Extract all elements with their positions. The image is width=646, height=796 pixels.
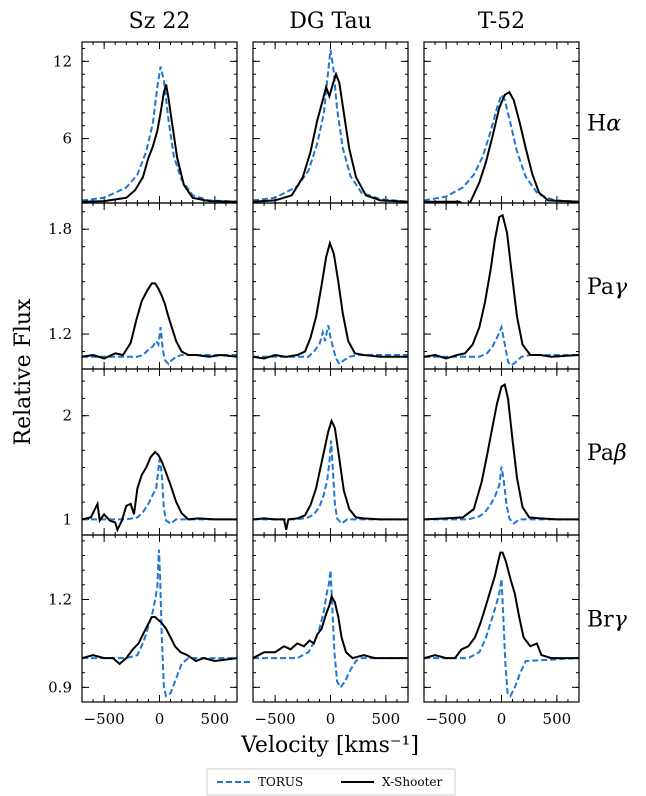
panel-r3-c0: −500 0 500 0.9 1.2: [48, 534, 238, 728]
x-tick-label: 500: [201, 710, 230, 728]
column-title-dg-tau: DG Tau: [289, 9, 371, 34]
torus-series-line: [82, 549, 237, 698]
x-tick-label: 500: [543, 710, 572, 728]
xshooter-series-line: [82, 84, 237, 203]
panel-r1-c2: [423, 202, 580, 370]
panel-frame: [81, 368, 238, 536]
row-label-greek: γ: [614, 275, 628, 300]
torus-series-line: [82, 459, 237, 525]
y-tick-label: 6: [62, 130, 72, 148]
xshooter-series-line: [82, 616, 237, 666]
x-tick-label: −500: [426, 710, 467, 728]
row-label-1: Paγ: [587, 275, 628, 300]
xshooter-series-line: [253, 239, 408, 360]
row-label-prefix: Pa: [587, 275, 614, 300]
xshooter-series-line: [82, 282, 237, 360]
x-tick-label: 0: [326, 710, 336, 728]
legend-xshooter-label: X-Shooter: [382, 775, 442, 789]
x-axis-label: Velocity [kms⁻¹]: [240, 733, 419, 758]
row-label-greek: α: [606, 112, 621, 137]
row-label-greek: β: [613, 441, 627, 466]
panel-r0-c0: 6 12: [53, 41, 238, 204]
panel-frame: [252, 202, 409, 370]
panel-frame: [252, 534, 409, 703]
panel-r3-c1: −500 0 500: [252, 534, 409, 728]
panel-frame: [81, 202, 238, 370]
x-tick-label: 0: [497, 710, 507, 728]
panel-r0-c1: [252, 41, 409, 204]
y-axis-label: Relative Flux: [11, 298, 36, 446]
panel-r2-c1: [252, 368, 409, 536]
torus-series-line: [424, 323, 579, 367]
x-tick-label: −500: [255, 710, 296, 728]
panel-r3-c2: −500 0 500: [423, 534, 580, 728]
panel-frame: [252, 41, 409, 204]
y-tick-label: 1: [62, 510, 72, 528]
torus-series-line: [253, 440, 408, 525]
torus-series-line: [82, 326, 237, 366]
x-tick-label: 0: [155, 710, 165, 728]
y-tick-label: 12: [53, 52, 72, 70]
y-tick-label: 1.2: [48, 590, 72, 608]
panel-r0-c2: [423, 41, 580, 204]
y-tick-label: 2: [62, 407, 72, 425]
y-tick-label: 0.9: [48, 678, 72, 696]
legend: TORUS X-Shooter: [206, 768, 456, 796]
torus-series-line: [253, 325, 408, 366]
panel-r1-c1: [252, 202, 409, 370]
xshooter-series-line: [253, 593, 408, 660]
panel-frame: [423, 534, 580, 703]
torus-series-line: [253, 570, 408, 690]
xshooter-series-line: [424, 213, 579, 360]
xshooter-series-line: [424, 551, 579, 660]
y-tick-label: 1.8: [48, 220, 72, 238]
panel-frame: [423, 41, 580, 204]
column-title-sz-22: Sz 22: [129, 9, 191, 34]
panel-frame: [81, 534, 238, 703]
row-label-prefix: Pa: [587, 441, 614, 466]
panel-r2-c0: 12: [62, 368, 238, 536]
torus-series-line: [253, 49, 408, 203]
row-label-greek: γ: [614, 608, 628, 633]
legend-torus-label: TORUS: [258, 775, 303, 789]
xshooter-series-line: [424, 383, 579, 521]
row-label-0: Hα: [587, 112, 621, 137]
panel-r1-c0: 1.2 1.8: [48, 202, 238, 370]
column-title-t-52: T-52: [478, 9, 525, 34]
xshooter-series-line: [82, 450, 237, 533]
panel-grid: Sz 22 DG Tau T-52HαPaγPaβBrγ6121.21.812−50…: [48, 9, 628, 728]
panel-frame: [423, 368, 580, 536]
torus-series-line: [424, 92, 579, 203]
x-tick-label: −500: [84, 710, 125, 728]
panel-r2-c2: [423, 368, 580, 536]
row-label-3: Brγ: [587, 608, 628, 633]
y-tick-label: 1.2: [48, 325, 72, 343]
row-label-prefix: H: [587, 112, 606, 137]
xshooter-series-line: [253, 418, 408, 531]
torus-series-line: [424, 578, 579, 698]
x-tick-label: 500: [372, 710, 401, 728]
torus-series-line: [424, 466, 579, 525]
xshooter-series-line: [253, 71, 408, 203]
xshooter-series-line: [424, 90, 579, 203]
row-label-prefix: Br: [587, 608, 614, 633]
torus-series-line: [82, 66, 237, 203]
row-label-2: Paβ: [587, 441, 627, 466]
panel-frame: [423, 202, 580, 370]
